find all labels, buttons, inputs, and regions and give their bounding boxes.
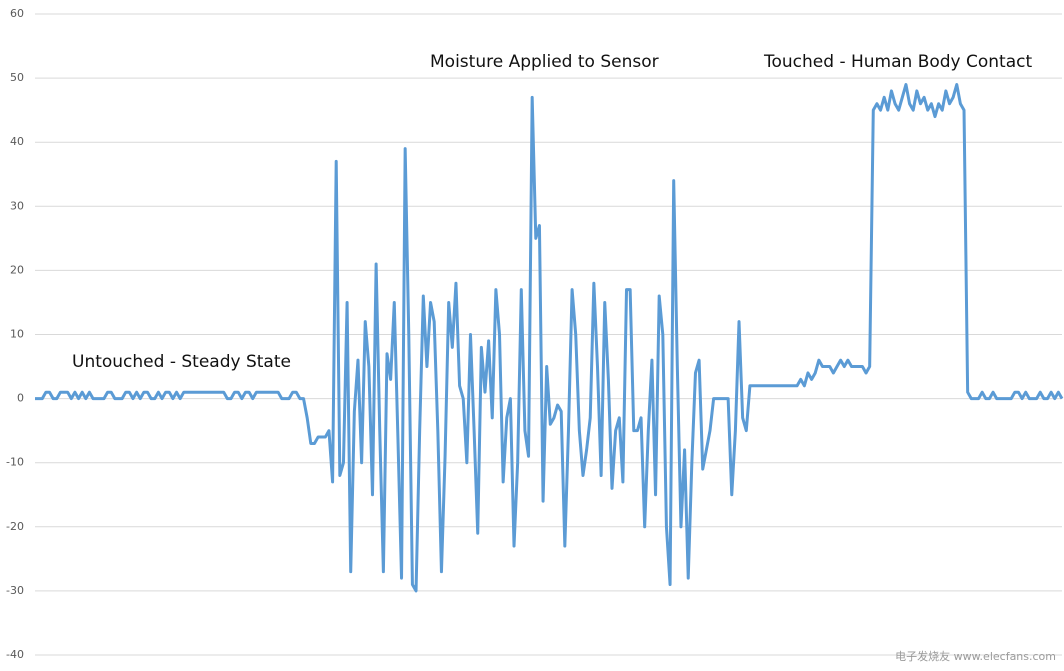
y-tick-label: 0 (17, 392, 24, 405)
y-tick-label: 30 (10, 199, 24, 212)
y-tick-label: 10 (10, 328, 24, 341)
y-tick-label: 40 (10, 135, 24, 148)
y-tick-label: -40 (6, 648, 24, 661)
y-tick-label: -30 (6, 584, 24, 597)
y-tick-label: 20 (10, 263, 24, 276)
y-tick-label: -10 (6, 456, 24, 469)
annotation: Untouched - Steady State (72, 352, 291, 372)
watermark: 电子发烧友 www.elecfans.com (895, 649, 1056, 663)
data-line (35, 83, 1064, 593)
annotation: Touched - Human Body Contact (763, 52, 1032, 72)
y-tick-label: 50 (10, 71, 24, 84)
y-tick-label: -20 (6, 520, 24, 533)
annotation: Moisture Applied to Sensor (430, 52, 659, 72)
y-tick-label: 60 (10, 7, 24, 20)
